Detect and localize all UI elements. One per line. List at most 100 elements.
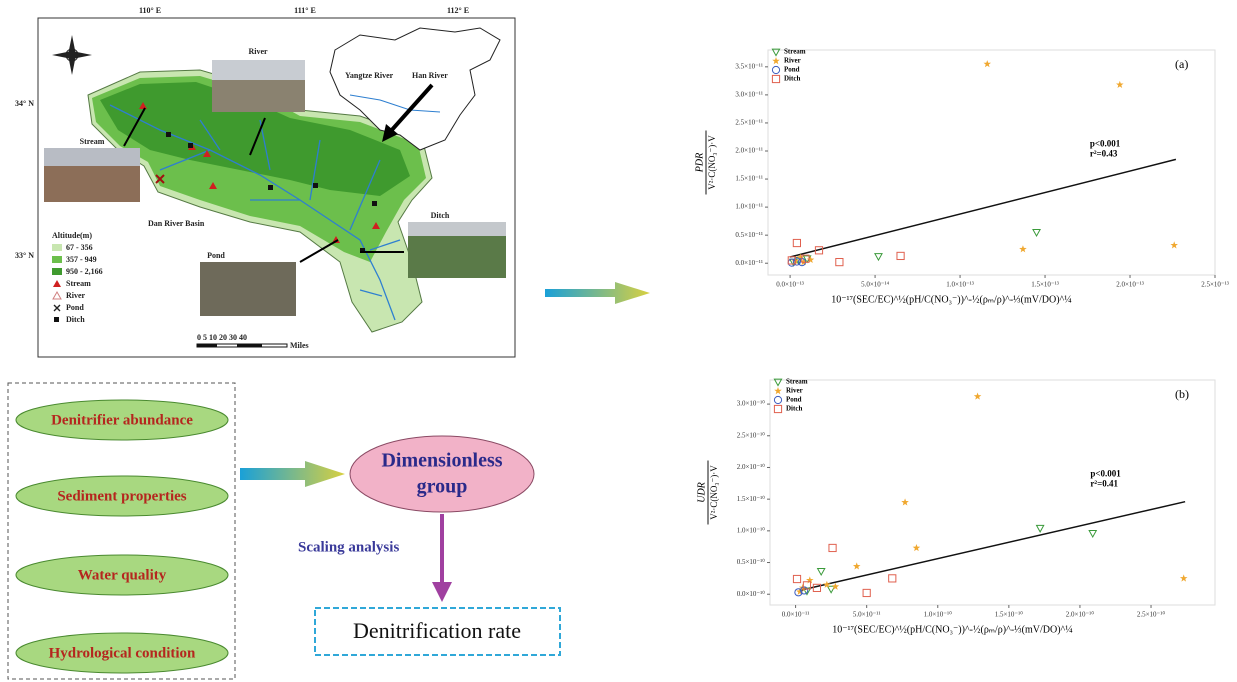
annotation: r²=0.41 [1090,479,1118,489]
map: 110° E 111° E 112° E 34° N 33° N Yangtze… [15,6,515,357]
chart-frame [693,40,1236,310]
legend-label: Stream [786,378,808,386]
point [1180,574,1188,581]
point [823,581,831,588]
x-tick-label: 1.0×10⁻¹⁰ [924,611,952,619]
legend-title: Altitude(m) [52,231,92,240]
legend-marker [772,75,779,82]
y-tick-label: 1.5×10⁻¹¹ [735,175,763,183]
legend-item: River [66,291,86,300]
point [853,562,861,569]
y-tick-label: 0.5×10⁻¹⁰ [737,558,765,566]
graphical-abstract: 110° E 111° E 112° E 34° N 33° N Yangtze… [0,0,1237,682]
scale-bar-fill [237,344,262,347]
factor-label: Water quality [78,567,167,583]
legend-item: Stream [66,279,91,288]
legend-marker [774,396,781,403]
inset-label: Yangtze River [345,71,394,80]
x-tick-label: 2.5×10⁻¹⁰ [1137,611,1165,619]
factor-label: Denitrifier abundance [51,412,193,428]
legend-marker [772,57,780,64]
group-ellipse [350,436,534,512]
point [793,239,800,246]
y-axis-label: UDRV²·C(NO₃⁻)·V [696,461,719,525]
legend-label: Ditch [786,405,802,413]
y-tick-label: 0.0×10⁻¹⁰ [737,590,765,598]
plot-frame [768,50,1215,275]
lon-label: 112° E [447,6,469,15]
y-axis-label-bottom: V²·C(NO₃⁻)·V [709,465,719,520]
y-tick-label: 1.5×10⁻¹⁰ [737,495,765,503]
point [1037,525,1044,531]
x-tick-label: 1.5×10⁻¹³ [1031,281,1059,289]
y-tick-label: 1.0×10⁻¹⁰ [737,526,765,534]
scale-ticks: 0 5 10 20 30 40 [197,333,247,342]
y-tick-label: 1.0×10⁻¹¹ [735,203,763,211]
fit-line [790,159,1176,257]
point [806,576,814,583]
flow-arrow [240,461,345,487]
y-axis-label-top: UDR [696,482,707,503]
x-tick-label: 1.0×10⁻¹³ [946,281,974,289]
group-label: group [417,476,468,498]
lat-label: 34° N [15,99,34,108]
factors: Denitrifier abundance Sediment propertie… [16,400,228,673]
photo-sky [44,148,140,166]
analysis-label: Scaling analysis [298,539,399,555]
point [818,569,825,575]
legend-item: 67 - 356 [66,243,93,252]
lat-label: 33° N [15,251,34,260]
annotation: r²=0.43 [1090,149,1118,159]
legend-label: River [784,57,801,65]
photo-sky [408,222,506,236]
legend-marker [774,387,782,394]
point [1089,531,1096,537]
x-tick-label: 1.5×10⁻¹⁰ [995,611,1023,619]
annotation: p<0.001 [1090,469,1121,479]
x-tick-label: 5.0×10⁻¹⁴ [861,281,889,289]
y-tick-label: 2.5×10⁻¹⁰ [737,431,765,439]
flow-arrow [545,282,650,304]
y-tick-label: 2.0×10⁻¹⁰ [737,463,765,471]
point [875,254,882,260]
x-tick-label: 0.0×10⁻¹¹ [782,611,810,619]
photo-label: Pond [207,251,225,260]
down-arrow-head [432,582,452,602]
fit-line [800,502,1185,591]
legend-swatch [52,256,62,263]
legend-marker [774,405,781,412]
x-tick-label: 5.0×10⁻¹¹ [853,611,881,619]
x-tick-label: 2.0×10⁻¹⁰ [1066,611,1094,619]
y-tick-label: 3.0×10⁻¹⁰ [737,400,765,408]
point [829,544,836,551]
photo-label: Stream [80,137,105,146]
photo-pond [200,262,296,316]
y-tick-label: 0.5×10⁻¹¹ [735,231,763,239]
x-tick-label: 2.0×10⁻¹³ [1116,281,1144,289]
point [889,575,896,582]
annotation: p<0.001 [1090,139,1121,149]
y-tick-label: 2.5×10⁻¹¹ [735,119,763,127]
legend-swatch [52,268,62,275]
chart-frame [695,370,1236,640]
photo-label: River [248,47,268,56]
plot-frame [770,380,1215,605]
lon-label: 110° E [139,6,161,15]
x-axis-label: 10⁻¹⁷(SEC/EC)^½(pH/C(NO₃⁻))^-½(ρₘ/ρ)^-⅓(… [832,624,1073,635]
result-label: Denitrification rate [353,618,521,643]
legend-item: 950 - 2,166 [66,267,103,276]
point [897,252,904,259]
legend-symbol [54,317,59,322]
legend-label: Stream [784,48,806,56]
lon-label: 111° E [294,6,316,15]
basin-label: Dan River Basin [148,219,205,228]
panel-label: (a) [1175,57,1188,71]
legend-item: Ditch [66,315,85,324]
x-tick-label: 2.5×10⁻¹³ [1201,281,1229,289]
group-label: Dimensionless [381,450,502,472]
point [901,498,909,505]
point [836,258,843,265]
scale-unit: Miles [290,341,309,350]
panel-label: (b) [1175,387,1189,401]
